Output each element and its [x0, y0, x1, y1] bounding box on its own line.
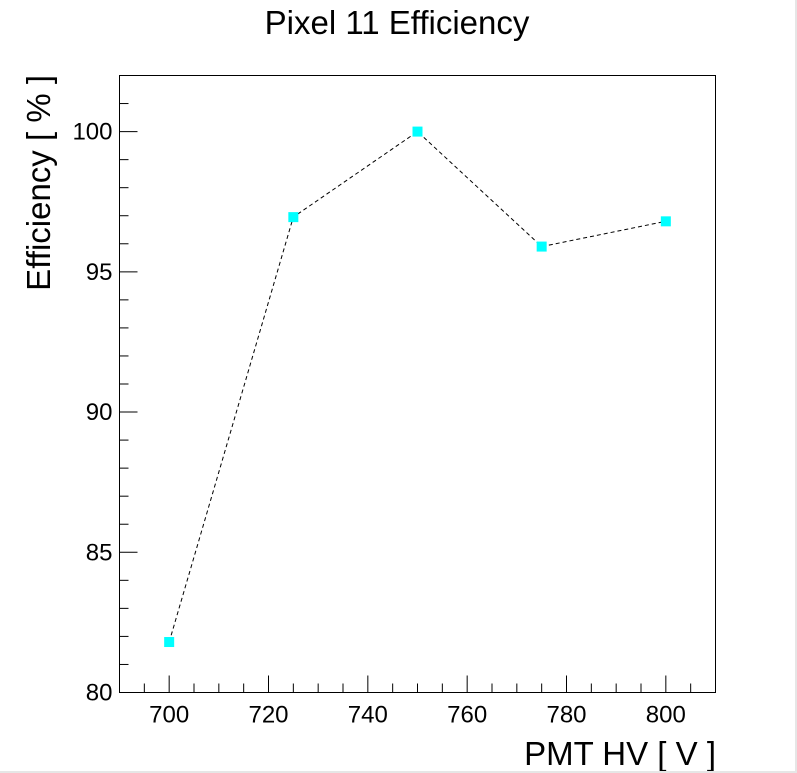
data-point-marker — [536, 241, 547, 252]
chart-title: Pixel 11 Efficiency — [265, 4, 530, 41]
plot-frame — [119, 75, 716, 693]
y-tick-label: 95 — [86, 259, 113, 286]
series-line — [168, 130, 666, 643]
x-axis-label: PMT HV [ V ] — [524, 735, 716, 772]
x-tick-label: 760 — [447, 702, 487, 729]
right-window-edge — [795, 0, 797, 773]
x-tick-label: 740 — [348, 702, 388, 729]
data-series — [164, 126, 671, 648]
bottom-window-edge — [0, 771, 797, 773]
data-point-marker — [660, 216, 671, 227]
y-tick-label: 80 — [86, 680, 113, 707]
y-axis-label: Efficiency [ % ] — [20, 75, 57, 291]
x-tick-label: 700 — [149, 702, 189, 729]
x-tick-label: 720 — [248, 702, 288, 729]
data-point-marker — [164, 637, 175, 648]
y-tick-label: 90 — [86, 399, 113, 426]
y-tick-label: 85 — [86, 539, 113, 566]
tick-labels: 700 720 740 760 780 800 80 85 90 95 100 — [72, 119, 685, 729]
y-tick-label: 100 — [72, 119, 112, 146]
x-tick-label: 780 — [546, 702, 586, 729]
data-point-marker — [288, 212, 299, 223]
axis-ticks — [119, 75, 716, 693]
x-tick-label: 800 — [646, 702, 686, 729]
data-point-marker — [412, 126, 423, 137]
